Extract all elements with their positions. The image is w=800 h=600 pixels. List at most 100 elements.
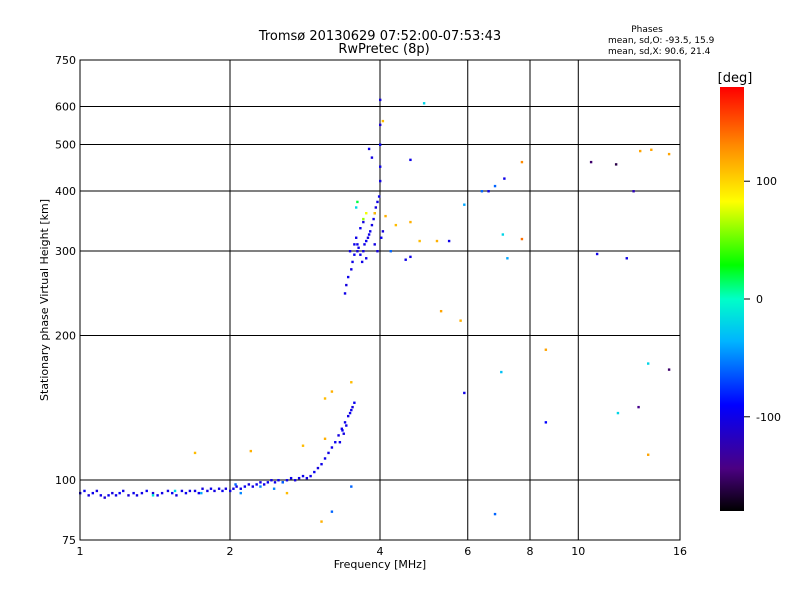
data-point — [379, 98, 382, 102]
data-point — [637, 405, 640, 409]
data-point — [646, 362, 650, 365]
data-point — [616, 411, 620, 415]
data-point — [301, 474, 305, 478]
data-point — [213, 489, 216, 493]
data-point — [463, 391, 466, 395]
data-point — [350, 408, 353, 412]
x-tick-label: 16 — [673, 545, 687, 558]
data-point — [132, 491, 135, 495]
phases-heading: Phases — [631, 25, 663, 35]
data-point — [209, 487, 213, 490]
data-point — [330, 390, 334, 393]
data-point — [439, 309, 443, 313]
data-point — [259, 485, 262, 488]
data-point — [520, 237, 524, 241]
data-point — [343, 421, 347, 424]
data-point — [373, 212, 376, 215]
colorbar-tick-label: -100 — [756, 411, 781, 424]
y-tick-label: 500 — [55, 139, 76, 152]
data-point — [480, 190, 484, 193]
data-point — [273, 481, 277, 484]
data-point — [493, 512, 497, 516]
data-point — [639, 149, 642, 153]
data-point — [379, 123, 382, 127]
data-point — [259, 481, 262, 484]
data-point — [359, 253, 362, 256]
data-point — [370, 156, 374, 159]
data-point — [384, 214, 387, 218]
data-point — [376, 200, 379, 204]
x-tick-label: 6 — [464, 545, 471, 558]
data-point — [249, 449, 253, 453]
data-point — [389, 250, 392, 253]
data-point — [373, 243, 376, 246]
colorbar-label: [deg] — [718, 71, 753, 86]
data-point — [255, 483, 258, 486]
data-point — [103, 496, 106, 499]
data-point — [354, 206, 358, 209]
data-point — [360, 260, 364, 264]
data-point — [156, 494, 159, 497]
data-point — [353, 243, 356, 246]
data-point — [506, 257, 509, 260]
data-point — [369, 230, 372, 233]
data-point — [293, 479, 297, 482]
data-point — [342, 432, 345, 435]
data-point — [180, 489, 184, 493]
data-point — [625, 257, 628, 260]
data-point — [379, 143, 382, 146]
data-point — [381, 230, 385, 233]
data-point — [140, 491, 144, 495]
data-point — [376, 250, 379, 253]
data-point — [363, 243, 366, 246]
data-point — [367, 147, 371, 151]
data-point — [345, 424, 348, 427]
data-point — [353, 401, 356, 404]
scatter-points — [79, 98, 671, 523]
data-point — [323, 437, 327, 440]
data-point — [217, 487, 221, 490]
y-tick-label: 75 — [62, 534, 76, 547]
data-point — [356, 200, 359, 204]
data-point — [135, 494, 139, 497]
data-point — [309, 474, 312, 478]
data-point — [337, 434, 340, 437]
data-point — [239, 491, 242, 495]
data-point — [221, 489, 224, 493]
data-point — [404, 258, 407, 261]
data-point — [285, 479, 289, 482]
data-point — [544, 348, 548, 351]
data-point — [327, 451, 330, 455]
x-tick-label: 4 — [377, 545, 384, 558]
data-point — [459, 319, 462, 322]
data-point — [544, 421, 548, 424]
plot-frame — [79, 59, 681, 541]
data-point — [145, 489, 148, 493]
x-tick-labels: 1 2 4 6 8 10 16 — [77, 545, 688, 558]
colorbar-tick-label: 100 — [756, 175, 777, 188]
data-point — [340, 427, 344, 430]
data-point — [379, 179, 382, 183]
y-tick-label: 100 — [55, 474, 76, 487]
data-point — [173, 489, 177, 493]
data-point — [493, 184, 497, 188]
data-point — [118, 491, 121, 495]
data-point — [277, 479, 280, 482]
data-point — [334, 441, 337, 444]
data-point — [501, 233, 505, 236]
data-point — [175, 494, 178, 497]
data-point — [83, 489, 86, 493]
data-point — [351, 405, 354, 409]
data-point — [589, 160, 593, 164]
grid — [79, 59, 681, 541]
data-point — [503, 177, 506, 180]
x-tick-label: 8 — [527, 545, 534, 558]
data-point — [297, 476, 301, 480]
data-point — [359, 227, 362, 230]
data-point — [266, 481, 270, 484]
data-point — [323, 457, 327, 460]
data-point — [95, 489, 99, 493]
data-point — [262, 483, 266, 486]
data-point — [239, 487, 242, 490]
